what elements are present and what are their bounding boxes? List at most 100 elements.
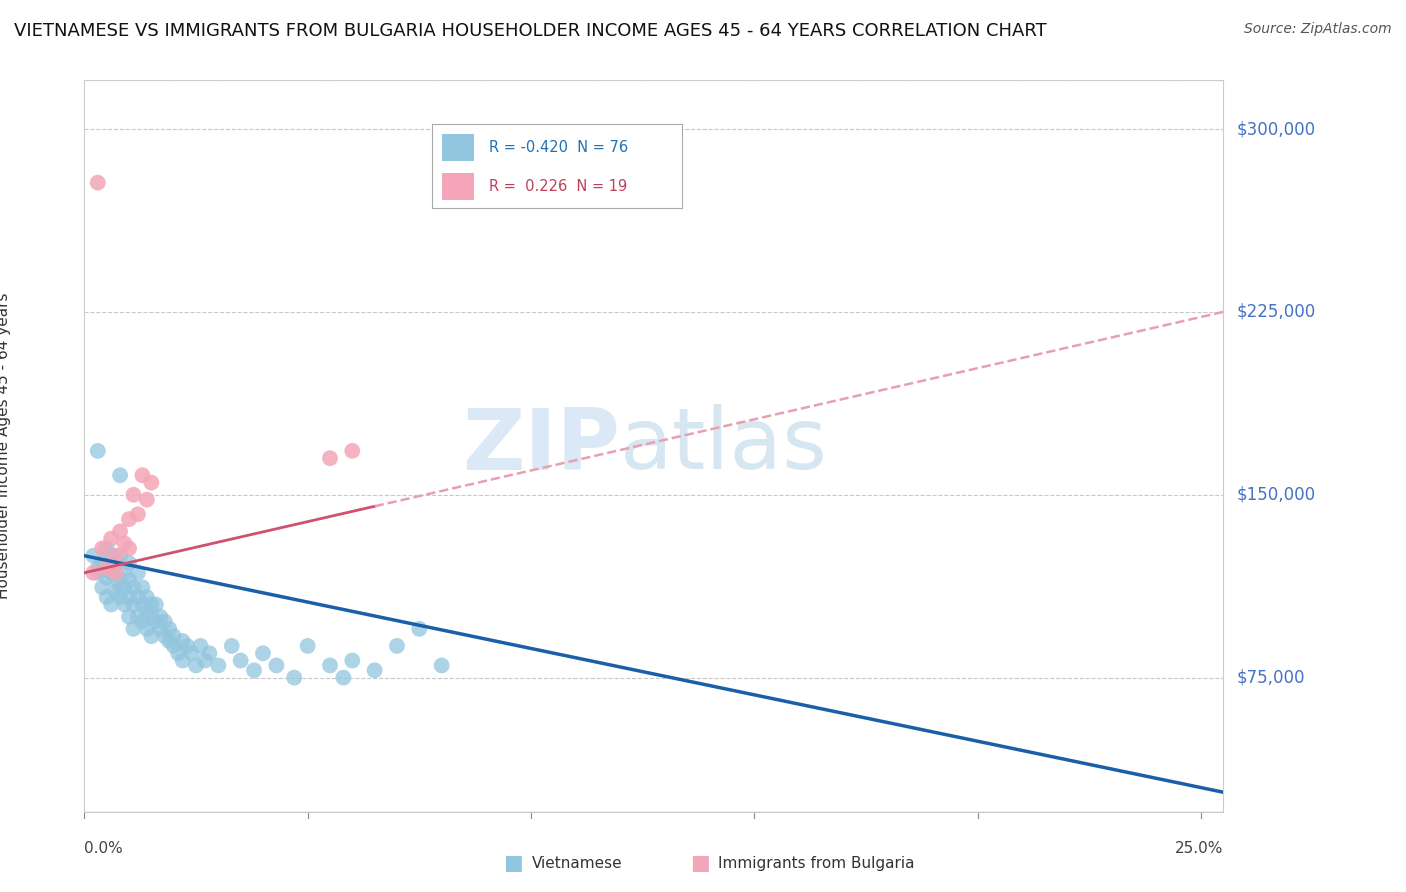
Text: $150,000: $150,000 [1237,486,1316,504]
Point [87,176,110,190]
Point [149,622,172,636]
Point [114,536,136,550]
Point [135,492,157,507]
Point [145,615,167,629]
Point [122,488,145,502]
Point [157,622,180,636]
Point [100,561,122,575]
Point [114,566,136,580]
Point [184,658,207,673]
Point [104,549,127,563]
Point [87,561,110,575]
Point [194,654,217,668]
Point [145,598,167,612]
Point [131,581,153,595]
Point [163,629,186,643]
Point [172,654,194,668]
Point [141,629,163,643]
Point [118,512,141,526]
Point [104,573,127,587]
Point [319,658,342,673]
Point [332,671,354,685]
Point [252,646,274,660]
Point [385,639,408,653]
Text: $75,000: $75,000 [1237,669,1305,687]
Point [114,581,136,595]
Point [190,639,212,653]
Point [131,468,153,483]
Text: ■: ■ [690,854,710,873]
Point [163,639,186,653]
Point [91,541,114,556]
Point [114,598,136,612]
Text: Immigrants from Bulgaria: Immigrants from Bulgaria [718,856,915,871]
Point [135,605,157,619]
Point [104,566,127,580]
Point [297,639,319,653]
Point [131,598,153,612]
Point [104,585,127,599]
Point [319,451,342,466]
Text: ZIP: ZIP [463,404,620,488]
Text: atlas: atlas [620,404,828,488]
Text: 0.0%: 0.0% [84,841,124,856]
Point [82,549,104,563]
Point [127,566,149,580]
Point [118,609,141,624]
Text: $225,000: $225,000 [1237,303,1316,321]
Point [153,615,176,629]
Point [198,646,221,660]
Point [176,639,198,653]
Text: $300,000: $300,000 [1237,120,1316,138]
Point [141,475,163,490]
Point [118,573,141,587]
Point [104,556,127,570]
Point [104,566,127,580]
Point [108,468,131,483]
Point [108,549,131,563]
Text: Source: ZipAtlas.com: Source: ZipAtlas.com [1244,22,1392,37]
Point [100,532,122,546]
Point [283,671,305,685]
Point [100,566,122,580]
Point [167,646,190,660]
Point [172,634,194,648]
Text: Householder Income Ages 45 - 64 years: Householder Income Ages 45 - 64 years [0,293,11,599]
Point [96,541,118,556]
Point [96,561,118,575]
Point [100,549,122,563]
Point [127,590,149,604]
Point [229,654,252,668]
Text: VIETNAMESE VS IMMIGRANTS FROM BULGARIA HOUSEHOLDER INCOME AGES 45 - 64 YEARS COR: VIETNAMESE VS IMMIGRANTS FROM BULGARIA H… [14,22,1047,40]
Point [135,590,157,604]
Point [100,598,122,612]
Point [266,658,288,673]
Text: ■: ■ [503,854,523,873]
Point [157,634,180,648]
Point [96,590,118,604]
Point [180,646,202,660]
Point [87,443,110,458]
Point [122,581,145,595]
Point [118,541,141,556]
Point [127,609,149,624]
Point [342,654,364,668]
Point [141,598,163,612]
Point [127,508,149,522]
Point [207,658,229,673]
Point [135,622,157,636]
Point [149,609,172,624]
Point [87,566,110,580]
Point [118,556,141,570]
Text: Vietnamese: Vietnamese [531,856,621,871]
Point [430,658,453,673]
Point [342,443,364,458]
Point [153,629,176,643]
Point [221,639,243,653]
Point [122,622,145,636]
Point [108,590,131,604]
Point [243,663,266,677]
Point [96,571,118,585]
Point [131,615,153,629]
Point [141,609,163,624]
